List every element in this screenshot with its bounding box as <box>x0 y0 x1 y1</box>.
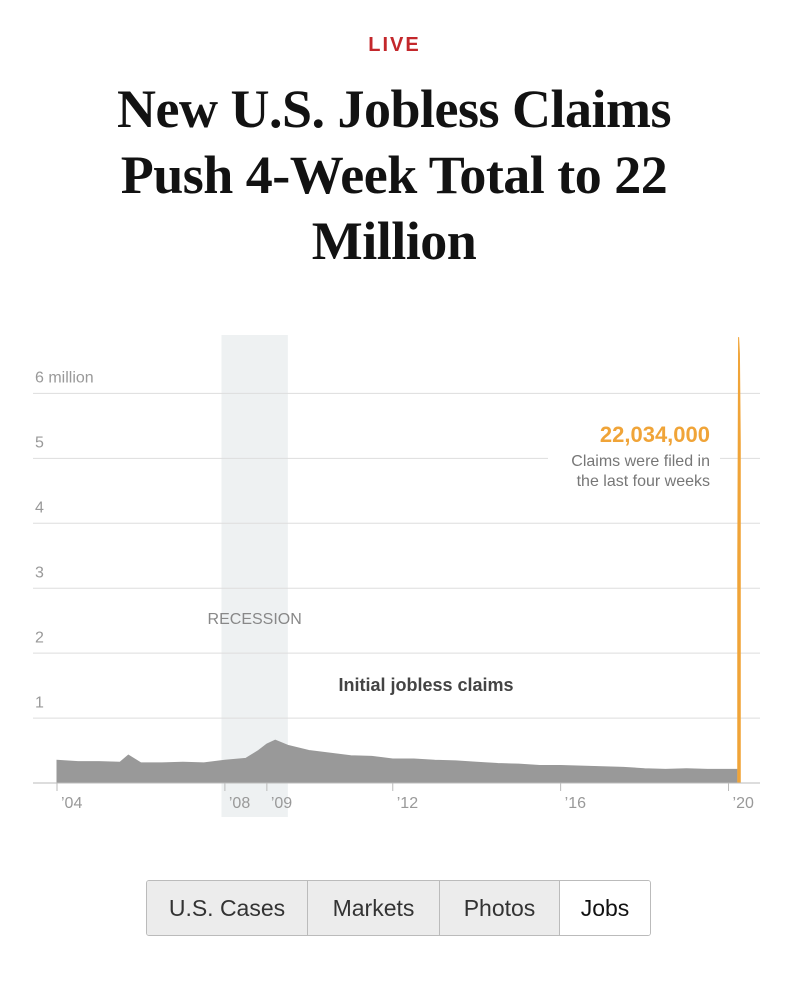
annotation-text: Claims were filed in <box>571 453 710 470</box>
headline: New U.S. Jobless Claims Push 4-Week Tota… <box>116 79 672 271</box>
y-tick-label: 2 <box>35 629 44 646</box>
series-label: Initial jobless claims <box>338 675 513 695</box>
x-tick-label: ’08 <box>229 795 250 812</box>
recession-label: RECESSION <box>208 611 302 628</box>
live-label: LIVE <box>368 34 421 56</box>
annotation-bg <box>548 448 720 494</box>
annotation-text: the last four weeks <box>577 473 710 490</box>
tab[interactable]: Jobs <box>559 881 650 935</box>
x-tick-label: ’16 <box>565 795 586 812</box>
tab-bar: U.S. Cases Markets Photos Jobs <box>146 880 651 936</box>
y-tick-label: 6 million <box>35 370 94 387</box>
series-area <box>737 337 741 784</box>
series-area <box>56 739 738 784</box>
recession-band <box>221 335 288 817</box>
y-tick-label: 5 <box>35 435 44 452</box>
annotation-value: 22,034,000 <box>600 422 710 447</box>
x-tick-label: ’20 <box>733 795 754 812</box>
x-tick-label: ’09 <box>271 795 292 812</box>
y-tick-label: 1 <box>35 694 44 711</box>
y-tick-label: 3 <box>35 564 44 581</box>
tab[interactable]: U.S. Cases <box>147 881 307 935</box>
y-tick-label: 4 <box>35 500 44 517</box>
x-tick-label: ’04 <box>61 795 82 812</box>
x-tick-label: ’12 <box>397 795 418 812</box>
tab[interactable]: Photos <box>439 881 559 935</box>
chart: RECESSION 1 2 3 4 5 6 million Initial jobless c… <box>33 335 760 817</box>
tab[interactable]: Markets <box>307 881 439 935</box>
